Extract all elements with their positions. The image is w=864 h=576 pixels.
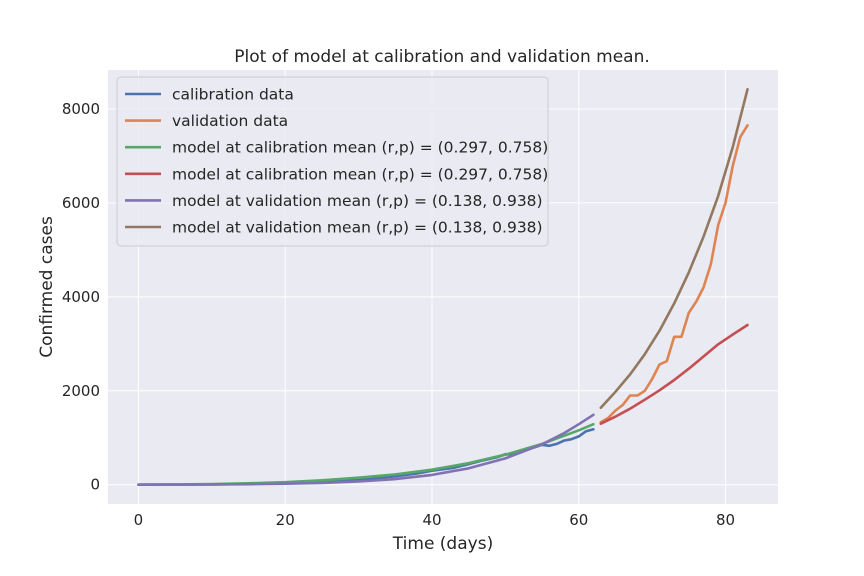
x-tick-label: 20 — [276, 511, 295, 529]
chart-title: Plot of model at calibration and validat… — [234, 47, 650, 67]
tick-labels: 0 20 40 60 80 0 2000 4000 6000 8000 — [62, 100, 735, 529]
legend-box — [116, 76, 549, 247]
legend-entry: calibration data — [172, 86, 294, 104]
series-layer — [137, 88, 749, 487]
x-tick-label: 80 — [716, 511, 735, 529]
legend-entry: model at validation mean (r,p) = (0.138,… — [172, 192, 543, 210]
y-tick-label: 0 — [90, 476, 100, 494]
y-tick-label: 6000 — [62, 194, 100, 212]
x-tick-label: 60 — [569, 511, 588, 529]
legend-entry: model at validation mean (r,p) = (0.138,… — [172, 219, 543, 237]
x-axis-label: Time (days) — [392, 534, 493, 554]
legend: calibration data validation data model at … — [116, 76, 549, 247]
legend-entry: model at calibration mean (r,p) = (0.297… — [172, 165, 548, 183]
series-line-3 — [599, 323, 749, 426]
legend-entry: model at calibration mean (r,p) = (0.297… — [172, 139, 548, 157]
series-line-4 — [137, 413, 595, 487]
x-tick-label: 40 — [422, 511, 441, 529]
x-tick-label: 0 — [134, 511, 144, 529]
series-line-1 — [599, 124, 749, 424]
y-tick-label: 8000 — [62, 100, 100, 118]
legend-entry: validation data — [172, 112, 288, 130]
y-axis-label: Confirmed cases — [37, 216, 57, 358]
series-line-5 — [599, 88, 749, 410]
y-tick-label: 2000 — [62, 382, 100, 400]
y-tick-label: 4000 — [62, 288, 100, 306]
